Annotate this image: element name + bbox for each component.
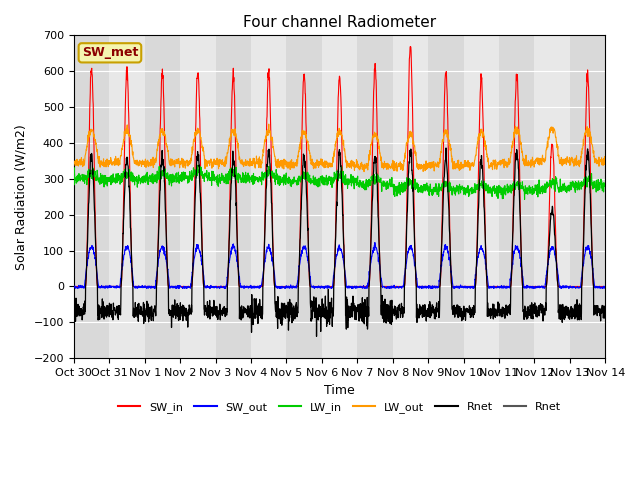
- Bar: [570, 36, 605, 358]
- Legend: SW_in, SW_out, LW_in, LW_out, Rnet, Rnet: SW_in, SW_out, LW_in, LW_out, Rnet, Rnet: [114, 397, 565, 417]
- Bar: [216, 36, 251, 358]
- Y-axis label: Solar Radiation (W/m2): Solar Radiation (W/m2): [15, 124, 28, 270]
- Text: SW_met: SW_met: [82, 47, 138, 60]
- Title: Four channel Radiometer: Four channel Radiometer: [243, 15, 436, 30]
- Bar: [286, 36, 322, 358]
- Bar: [357, 36, 393, 358]
- Bar: [74, 36, 109, 358]
- Bar: [499, 36, 534, 358]
- Bar: [428, 36, 463, 358]
- X-axis label: Time: Time: [324, 384, 355, 396]
- Bar: [145, 36, 180, 358]
